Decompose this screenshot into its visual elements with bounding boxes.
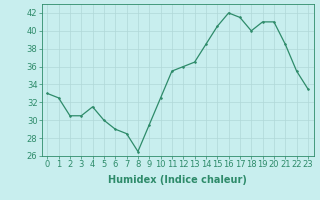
X-axis label: Humidex (Indice chaleur): Humidex (Indice chaleur): [108, 175, 247, 185]
